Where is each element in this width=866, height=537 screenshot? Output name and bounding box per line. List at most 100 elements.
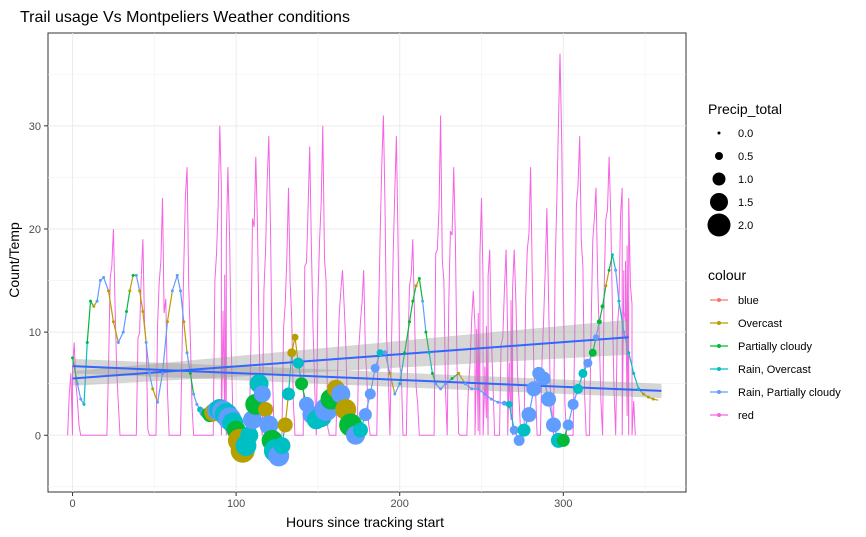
temp-point [573, 383, 584, 394]
y-tick-label: 0 [35, 430, 41, 442]
temp-point [358, 408, 372, 422]
temp-point [610, 253, 614, 257]
temp-point [444, 382, 448, 386]
temp-point [240, 426, 259, 445]
temp-point [79, 397, 83, 401]
temp-point [617, 299, 621, 303]
temp-segment [152, 388, 159, 403]
temp-point [398, 382, 402, 386]
temp-segment [171, 275, 178, 292]
temp-segment [76, 383, 82, 400]
temp-point [125, 309, 129, 313]
temp-point [596, 319, 602, 325]
temp-point [501, 400, 507, 406]
temp-point [414, 284, 418, 288]
temp-point [393, 392, 397, 396]
temp-segment [157, 373, 164, 403]
legend-size-key [710, 193, 728, 211]
temp-point [116, 340, 120, 344]
temp-segment [142, 311, 147, 343]
temp-segment [161, 321, 169, 374]
temp-segment [148, 373, 154, 389]
temp-point [89, 299, 93, 303]
legend-colour: colour blue Overcast Partially cloudy Rain,… [708, 267, 841, 422]
temp-point [641, 392, 645, 396]
temp-point [536, 371, 551, 386]
temp-point [509, 425, 519, 435]
temp-segment [628, 352, 635, 374]
legend-colour-title: colour [708, 267, 746, 283]
temp-point [607, 268, 611, 272]
legend-size-key [717, 131, 721, 135]
temp-point [583, 358, 593, 368]
temp-point [165, 320, 169, 324]
temp-point [578, 368, 588, 378]
y-tick-label: 30 [29, 121, 41, 133]
temp-point [622, 330, 626, 334]
temp-segment [601, 285, 607, 307]
temp-point [364, 388, 376, 400]
temp-point [541, 391, 557, 407]
temp-point [556, 433, 570, 447]
temp-segment [145, 342, 151, 374]
legend-size-label: 1.5 [738, 197, 753, 209]
temp-segment [389, 373, 396, 395]
temp-point [185, 351, 189, 355]
x-tick-label: 300 [554, 498, 572, 510]
temp-point [430, 371, 434, 375]
legend-size-key [707, 213, 731, 237]
temp-point [175, 273, 179, 277]
temp-point [593, 334, 600, 341]
temp-point [277, 417, 293, 433]
temp-point [95, 299, 99, 303]
temp-point [457, 371, 461, 375]
temp-point [107, 289, 111, 293]
temp-segment [287, 352, 293, 395]
temp-point [273, 437, 291, 455]
legend-colour-label: Overcast [738, 318, 782, 330]
temp-point [147, 371, 151, 375]
temp-point [424, 330, 428, 334]
x-tick-label: 0 [69, 498, 75, 510]
temp-point [131, 273, 135, 277]
temp-segment [394, 383, 401, 395]
legend-colour-label: blue [738, 295, 759, 307]
temp-point [450, 377, 454, 381]
legend-colour-key-point [717, 367, 721, 371]
temp-point [134, 273, 138, 277]
temp-point [179, 289, 183, 293]
temp-point [370, 363, 380, 373]
legend-colour-key-point [717, 321, 721, 325]
temp-segment [422, 301, 427, 333]
temp-point [411, 299, 415, 303]
temp-point [156, 400, 160, 404]
temp-point [567, 398, 579, 410]
temp-segment [428, 352, 434, 374]
temp-point [439, 387, 443, 391]
temp-segment [125, 290, 131, 312]
temp-segment [605, 270, 610, 286]
temp-point [376, 349, 384, 357]
temp-point [476, 387, 480, 391]
temp-point [526, 381, 542, 397]
temp-segment [418, 278, 424, 302]
temp-segment [618, 301, 625, 333]
temp-point [614, 268, 618, 272]
temp-segment [611, 254, 617, 271]
temp-point [588, 348, 597, 357]
legend-size-key [715, 152, 723, 160]
temp-point [71, 356, 75, 360]
temp-segment [139, 290, 144, 312]
temp-segment [189, 373, 195, 395]
temp-point [470, 387, 474, 391]
plot-area: 0 100 200 300 0 10 20 30 [29, 32, 687, 510]
y-tick-label: 10 [29, 327, 41, 339]
temp-segment [412, 285, 417, 302]
temp-point [258, 401, 274, 417]
legend-colour-label: red [738, 410, 754, 422]
temp-point [483, 392, 487, 396]
temp-segment [96, 280, 101, 302]
temp-point [182, 320, 186, 324]
temp-segment [633, 373, 640, 390]
